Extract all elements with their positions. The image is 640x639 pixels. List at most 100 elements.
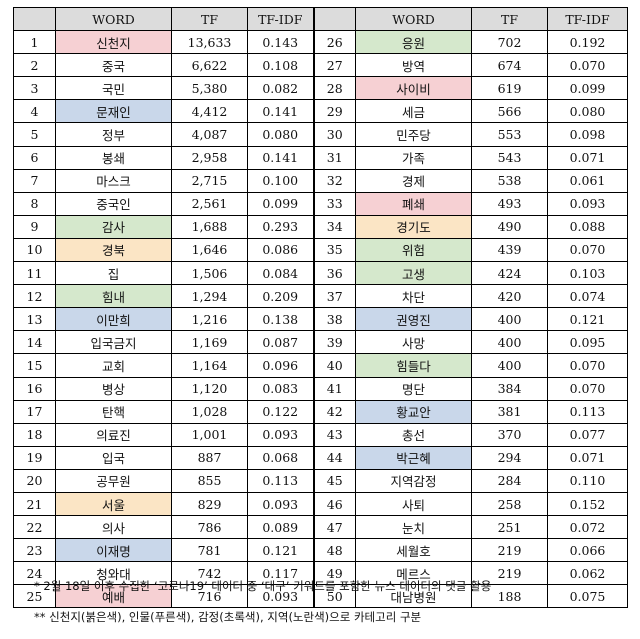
table-row: 16 병상 1,120 0.083 41 명단 384 0.070 [13,376,628,401]
table-row: 7 마스크 2,715 0.100 32 경제 538 0.061 [13,168,628,193]
word-cell: 청와대 [55,561,172,586]
footnote-category-legend: ** 신천지(붉은색), 인물(푸른색), 감정(초록색), 지역(노란색)으로… [34,610,422,624]
tfidf-cell: 0.071 [547,445,628,470]
rank-cell: 19 [13,445,56,470]
word-cell: 신천지 [55,30,172,55]
word-cell: 경기도 [355,214,472,239]
table-row: 1 신천지 13,633 0.143 26 응원 702 0.192 [13,30,628,55]
table-header-row: WORD TF TF-IDF WORD TF TF-IDF [13,6,628,32]
tfidf-cell: 0.068 [247,445,314,470]
word-cell: 권영진 [355,307,472,332]
word-cell: 사망 [355,330,472,355]
tf-cell: 490 [471,214,548,239]
rank-cell: 8 [13,191,56,216]
word-cell: 서울 [55,491,172,517]
rank-cell: 2 [13,53,56,78]
tf-cell: 1,169 [171,330,248,355]
rank-cell: 38 [312,307,356,332]
rank-cell: 3 [13,76,56,101]
rank-cell: 40 [312,353,356,378]
word-cell: 정부 [55,122,172,147]
rank-cell: 32 [312,168,356,193]
tfidf-cell: 0.080 [247,122,314,147]
tf-cell: 538 [471,168,548,193]
table-row: 6 봉쇄 2,958 0.141 31 가족 543 0.071 [13,145,628,170]
tfidf-cell: 0.080 [547,99,628,124]
word-cell: 사퇴 [355,491,472,517]
tfidf-cell: 0.077 [547,422,628,447]
word-cell: 교회 [55,353,172,378]
tfidf-cell: 0.072 [547,515,628,540]
rank-cell: 18 [13,422,56,447]
tfidf-cell: 0.088 [547,214,628,239]
tf-cell: 400 [471,353,548,378]
tf-header: TF [471,6,548,32]
word-cell: 공무원 [55,468,172,493]
tf-cell: 258 [471,491,548,517]
tfidf-cell: 0.070 [547,353,628,378]
tf-cell: 420 [471,284,548,309]
word-cell: 의료진 [55,422,172,447]
tf-cell: 566 [471,99,548,124]
table-row: 23 이재명 781 0.121 48 세월호 219 0.066 [13,538,628,563]
rank-cell: 28 [312,76,356,101]
tfidf-cell: 0.070 [547,237,628,263]
tfidf-cell: 0.086 [247,237,314,263]
tfidf-cell: 0.138 [247,307,314,332]
tf-cell: 2,561 [171,191,248,216]
tfidf-cell: 0.293 [247,214,314,239]
table-row: 20 공무원 855 0.113 45 지역감정 284 0.110 [13,468,628,493]
table-row: 14 입국금지 1,169 0.087 39 사망 400 0.095 [13,330,628,355]
rank-cell: 43 [312,422,356,447]
tf-cell: 219 [471,538,548,563]
word-header: WORD [55,6,172,32]
word-cell: 예배 [55,584,172,609]
rank-cell: 27 [312,53,356,78]
tf-cell: 786 [171,515,248,540]
table-row: 10 경북 1,646 0.086 35 위험 439 0.070 [13,237,628,263]
table-row: 25 예배 716 0.093 50 대남병원 188 0.075 [13,584,628,609]
table-row: 21 서울 829 0.093 46 사퇴 258 0.152 [13,491,628,517]
tf-cell: 716 [171,584,248,609]
rank-cell: 24 [13,561,56,586]
tfidf-cell: 0.083 [247,376,314,401]
tf-cell: 400 [471,307,548,332]
tfidf-cell: 0.192 [547,30,628,55]
rank-cell: 46 [312,491,356,517]
tf-cell: 674 [471,53,548,78]
word-cell: 힘내 [55,284,172,309]
rank-cell: 34 [312,214,356,239]
tf-cell: 424 [471,261,548,286]
tfidf-cell: 0.074 [547,284,628,309]
rank-cell: 20 [13,468,56,493]
tfidf-cell: 0.100 [247,168,314,193]
tf-cell: 439 [471,237,548,263]
tfidf-cell: 0.062 [547,561,628,586]
word-cell: 이재명 [55,538,172,563]
tf-cell: 284 [471,468,548,493]
rank-cell: 42 [312,399,356,424]
tf-cell: 1,646 [171,237,248,263]
rank-cell: 39 [312,330,356,355]
rank-cell: 1 [13,30,56,55]
tf-cell: 553 [471,122,548,147]
tfidf-cell: 0.093 [247,584,314,609]
tf-cell: 370 [471,422,548,447]
table-row: 24 청와대 742 0.117 49 메르스 219 0.062 [13,561,628,586]
rank-cell: 36 [312,261,356,286]
word-cell: 문재인 [55,99,172,124]
tfidf-cell: 0.103 [547,261,628,286]
word-cell: 집 [55,261,172,286]
rank-cell: 6 [13,145,56,170]
table-row: 22 의사 786 0.089 47 눈치 251 0.072 [13,515,628,540]
tfidf-cell: 0.087 [247,330,314,355]
tf-cell: 702 [471,30,548,55]
tfidf-cell: 0.099 [247,191,314,216]
rank-cell: 7 [13,168,56,193]
tf-cell: 855 [171,468,248,493]
table-row: 9 감사 1,688 0.293 34 경기도 490 0.088 [13,214,628,239]
word-cell: 지역감정 [355,468,472,493]
tfidf-cell: 0.084 [247,261,314,286]
tf-cell: 1,506 [171,261,248,286]
table-row: 17 탄핵 1,028 0.122 42 황교안 381 0.113 [13,399,628,424]
